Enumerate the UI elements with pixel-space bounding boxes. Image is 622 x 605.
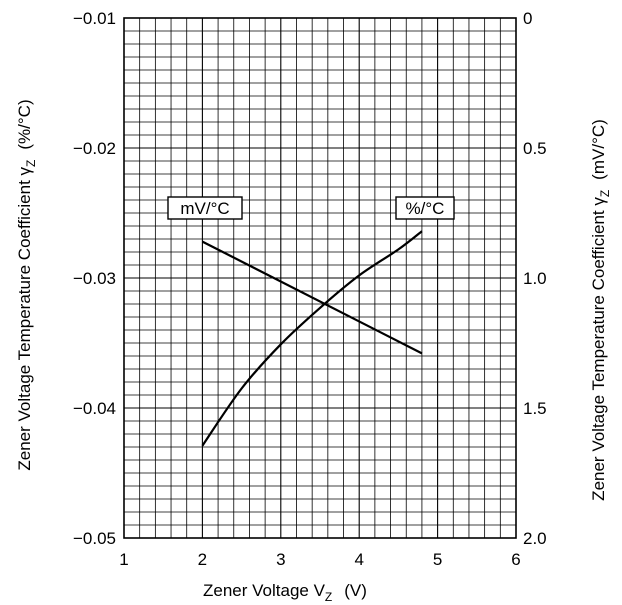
series-group <box>201 230 423 447</box>
x-tick-label: 4 <box>354 550 363 569</box>
series-label-box <box>395 196 455 220</box>
y-left-axis-title: Zener Voltage Temperature Coefficient γZ… <box>15 99 38 470</box>
y-left-tick-labels: −0.01 −0.02 −0.03 −0.04 −0.05 <box>73 9 116 548</box>
y-left-tick-label: −0.01 <box>73 9 116 28</box>
y-right-tick-label: 2.0 <box>523 529 547 548</box>
x-tick-labels: 1 2 3 4 5 6 <box>119 550 520 569</box>
y-left-tick-label: −0.02 <box>73 139 116 158</box>
x-tick-label: 3 <box>276 550 285 569</box>
x-tick-label: 6 <box>511 550 520 569</box>
series-line-percent-per-c <box>201 230 423 447</box>
series-label-box <box>167 196 243 220</box>
y-right-tick-label: 0 <box>523 9 532 28</box>
y-right-tick-label: 1.5 <box>523 399 547 418</box>
grid-lines <box>124 18 516 538</box>
y-right-tick-labels: 0 0.5 1.0 1.5 2.0 <box>523 9 547 548</box>
series-label: mV/°C <box>180 199 229 218</box>
series-line-mv-per-c <box>201 240 423 355</box>
series-labels: mV/°C %/°C <box>167 196 455 220</box>
x-axis-title: Zener Voltage VZ (V) <box>203 581 367 604</box>
y-right-tick-label: 1.0 <box>523 269 547 288</box>
y-left-tick-label: −0.04 <box>73 399 116 418</box>
x-tick-label: 2 <box>198 550 207 569</box>
y-left-tick-label: −0.03 <box>73 269 116 288</box>
y-right-axis-title: Zener Voltage Temperature Coefficient γZ… <box>589 119 612 501</box>
x-tick-label: 5 <box>433 550 442 569</box>
y-left-tick-label: −0.05 <box>73 529 116 548</box>
plot-frame <box>123 17 517 539</box>
x-tick-label: 1 <box>119 550 128 569</box>
series-label: %/°C <box>406 199 445 218</box>
y-right-tick-label: 0.5 <box>523 139 547 158</box>
